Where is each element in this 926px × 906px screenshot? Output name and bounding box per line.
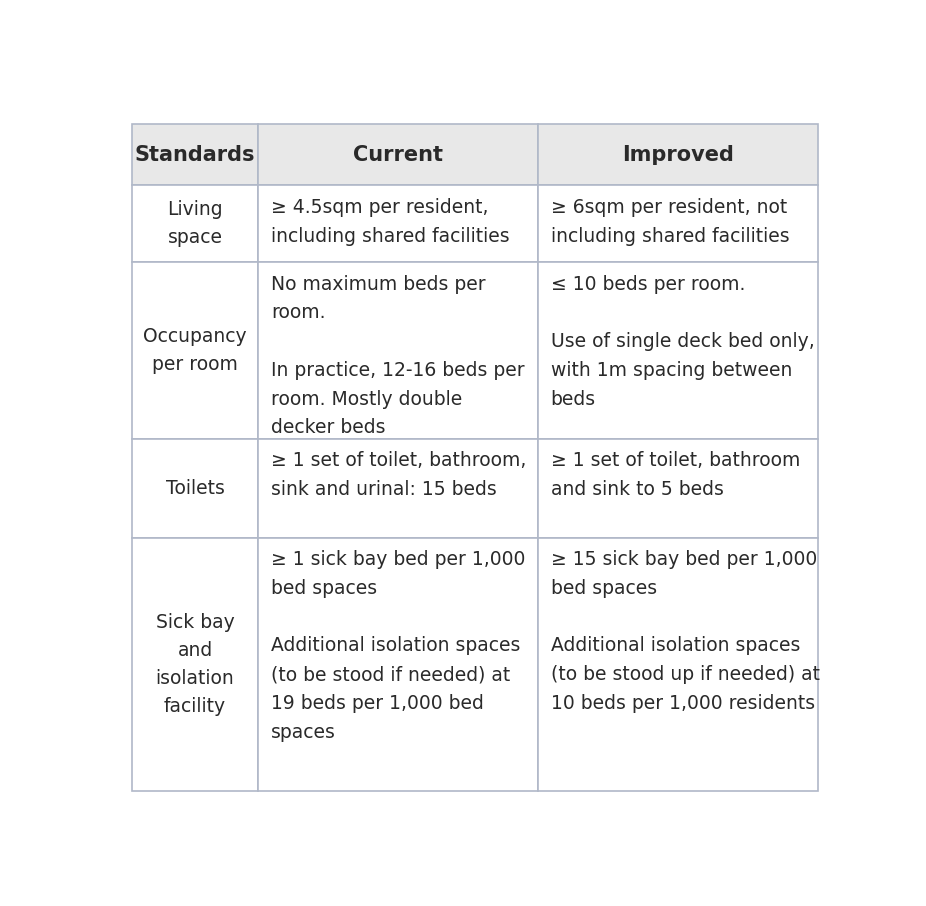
Text: No maximum beds per
room.

In practice, 12-16 beds per
room. Mostly double
decke: No maximum beds per room. In practice, 1…	[271, 275, 525, 438]
Bar	[538, 537, 818, 791]
Text: ≥ 6sqm per resident, not
including shared facilities: ≥ 6sqm per resident, not including share…	[551, 198, 789, 246]
Bar	[258, 262, 538, 439]
Text: ≥ 4.5sqm per resident,
including shared facilities: ≥ 4.5sqm per resident, including shared …	[271, 198, 510, 246]
Bar	[258, 186, 538, 262]
Bar	[131, 186, 258, 262]
Text: ≤ 10 beds per room.

Use of single deck bed only,
with 1m spacing between
beds: ≤ 10 beds per room. Use of single deck b…	[551, 275, 814, 409]
Bar	[131, 537, 258, 791]
Text: ≥ 1 set of toilet, bathroom
and sink to 5 beds: ≥ 1 set of toilet, bathroom and sink to …	[551, 451, 800, 499]
Text: Improved: Improved	[621, 145, 733, 165]
Text: ≥ 15 sick bay bed per 1,000
bed spaces

Additional isolation spaces
(to be stood: ≥ 15 sick bay bed per 1,000 bed spaces A…	[551, 550, 820, 713]
Text: Standards: Standards	[135, 145, 256, 165]
Bar	[538, 262, 818, 439]
Text: Toilets: Toilets	[166, 478, 224, 497]
Bar	[258, 537, 538, 791]
Text: ≥ 1 set of toilet, bathroom,
sink and urinal: 15 beds: ≥ 1 set of toilet, bathroom, sink and ur…	[271, 451, 527, 499]
Bar	[538, 439, 818, 537]
Bar	[258, 124, 538, 186]
Text: Occupancy
per room: Occupancy per room	[144, 327, 247, 374]
Bar	[131, 439, 258, 537]
Text: Living
space: Living space	[168, 200, 223, 247]
Text: ≥ 1 sick bay bed per 1,000
bed spaces

Additional isolation spaces
(to be stood : ≥ 1 sick bay bed per 1,000 bed spaces Ad…	[271, 550, 526, 742]
Text: Current: Current	[353, 145, 443, 165]
Bar	[131, 124, 258, 186]
Bar	[258, 439, 538, 537]
Bar	[131, 262, 258, 439]
Bar	[538, 124, 818, 186]
Bar	[538, 186, 818, 262]
Text: Sick bay
and
isolation
facility: Sick bay and isolation facility	[156, 612, 234, 716]
